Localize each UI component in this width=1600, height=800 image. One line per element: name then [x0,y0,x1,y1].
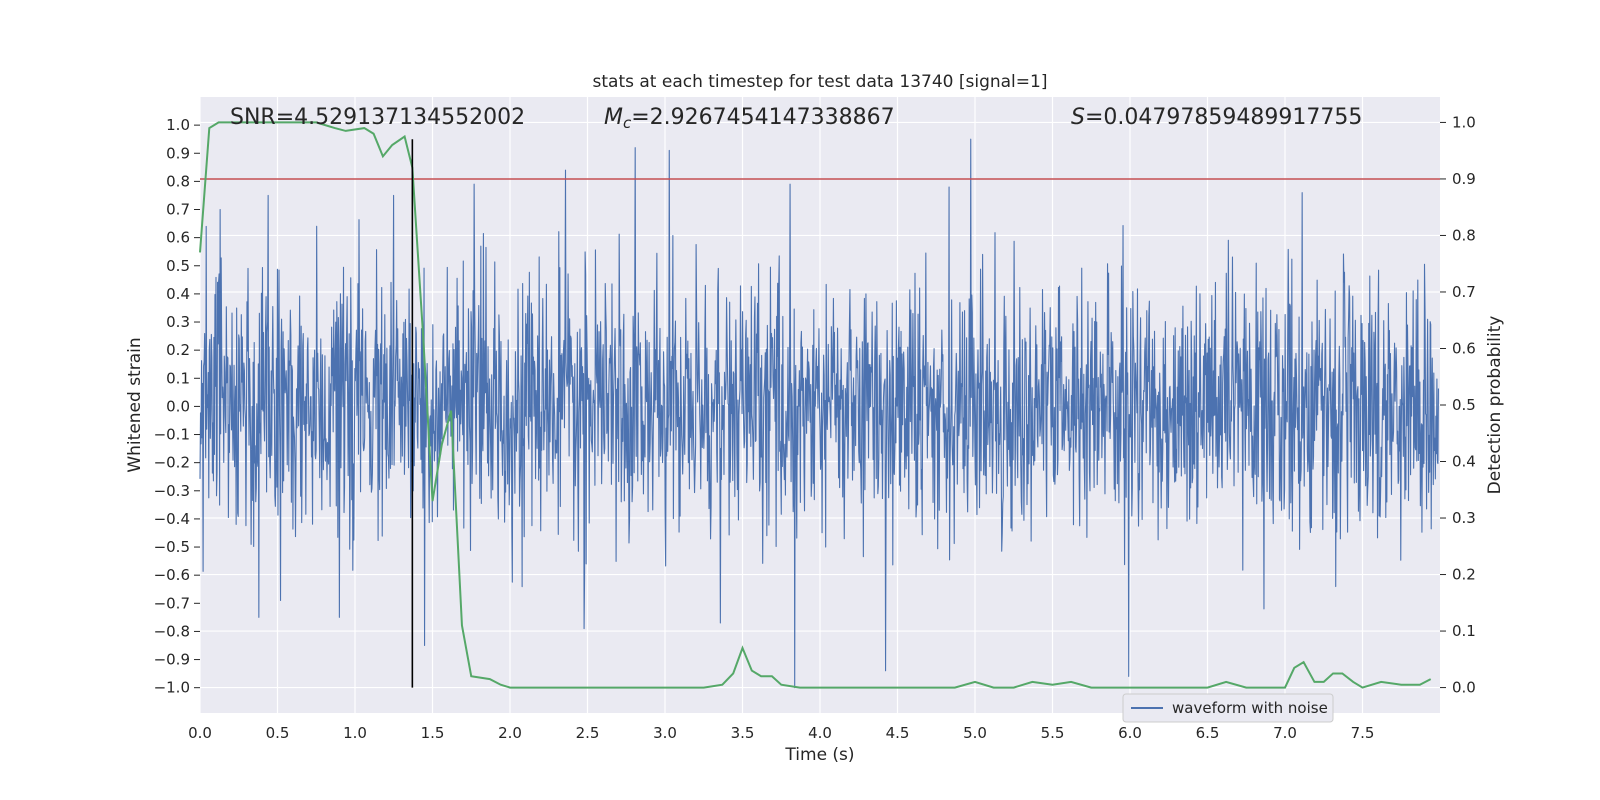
y-tick-label-right: 0.6 [1452,339,1476,357]
y-tick-label: 0.7 [166,201,190,219]
y-tick-label-right: 0.8 [1452,226,1476,244]
x-tick-label: 7.0 [1273,724,1297,742]
x-tick-label: 5.0 [963,724,987,742]
y-tick-label: 0.2 [166,341,190,359]
y-axis-label-right: Detection probability [1485,316,1505,495]
x-tick-label: 3.0 [653,724,677,742]
x-tick-label: 6.5 [1196,724,1220,742]
y-tick-label-right: 0.0 [1452,679,1476,697]
x-tick-label: 1.5 [421,724,445,742]
y-tick-label: −0.8 [154,622,190,640]
x-axis-label: Time (s) [784,745,854,765]
chirp-mass-annotation: Mc=2.9267454147338867 [604,105,895,132]
y-tick-label: −0.3 [154,482,190,500]
y-tick-label: 0.0 [166,397,190,415]
detection-probability-line [199,121,1432,689]
y-tick-label: 0.9 [166,144,190,162]
y-tick-label-right: 0.9 [1452,170,1476,188]
y-tick-label: 0.8 [166,172,190,190]
y-tick-label: −0.1 [154,426,190,444]
y-tick-label: −0.4 [154,510,190,528]
s-annotation: S=0.04797859489917755 [1071,105,1362,130]
y-tick-label: 0.4 [166,285,190,303]
chirp-mass-subscript: c [623,114,632,132]
overlay-lines [199,121,1440,689]
x-tick-label: 1.0 [343,724,367,742]
y-tick-label-right: 0.4 [1452,453,1476,471]
s-value: =0.04797859489917755 [1085,105,1362,130]
y-tick-label: −1.0 [154,679,190,697]
chirp-mass-value: =2.9267454147338867 [631,105,894,130]
legend-label: waveform with noise [1172,699,1328,717]
y-tick-label: 1.0 [166,116,190,134]
waveform-series [199,138,1439,689]
x-tick-label: 5.5 [1041,724,1065,742]
y-tick-label: 0.3 [166,313,190,331]
y-tick-label-right: 0.1 [1452,622,1476,640]
x-tick-label: 4.0 [808,724,832,742]
x-tick-label: 7.5 [1351,724,1375,742]
y-tick-label: −0.2 [154,454,190,472]
x-tick-label: 2.0 [498,724,522,742]
chirp-mass-symbol: M [604,105,623,130]
s-symbol: S [1071,105,1085,130]
waveform-line [199,138,1439,689]
x-tick-label: 6.0 [1118,724,1142,742]
x-tick-label: 4.5 [886,724,910,742]
y-tick-label-right: 0.5 [1452,396,1476,414]
x-tick-label: 2.5 [576,724,600,742]
y-axis-left: 1.0 0.9 0.8 0.7 0.6 0.5 0.4 0.3 0.2 0.1 0.0 −0.1 −0.… [154,116,200,697]
legend-box [1122,693,1334,723]
y-tick-label: −0.5 [154,538,190,556]
y-tick-label-right: 0.3 [1452,509,1476,527]
y-tick-label: −0.6 [154,566,190,584]
x-tick-label: 0.0 [188,724,212,742]
x-tick-label: 3.5 [731,724,755,742]
legend: waveform with noise [1122,693,1334,723]
y-tick-label-right: 0.7 [1452,283,1476,301]
y-tick-label: 0.6 [166,229,190,247]
chart-title: stats at each timestep for test data 137… [593,72,1048,92]
x-tick-label: 0.5 [266,724,290,742]
y-tick-label-right: 1.0 [1452,113,1476,131]
y-tick-label: −0.9 [154,651,190,669]
x-axis: 0.0 0.5 1.0 1.5 2.0 2.5 3.0 3.5 4.0 4.5 5.0 5.5 6.0 6… [188,724,1374,742]
snr-annotation: SNR=4.529137134552002 [230,105,525,130]
y-axis-right: 1.0 0.9 0.8 0.7 0.6 0.5 0.4 0.3 0.2 0.1 0.0 [1440,113,1476,697]
y-axis-label: Whitened strain [125,337,145,472]
y-tick-label: −0.7 [154,594,190,612]
y-tick-label: 0.5 [166,257,190,275]
y-tick-label: 0.1 [166,369,190,387]
y-tick-label-right: 0.2 [1452,566,1476,584]
